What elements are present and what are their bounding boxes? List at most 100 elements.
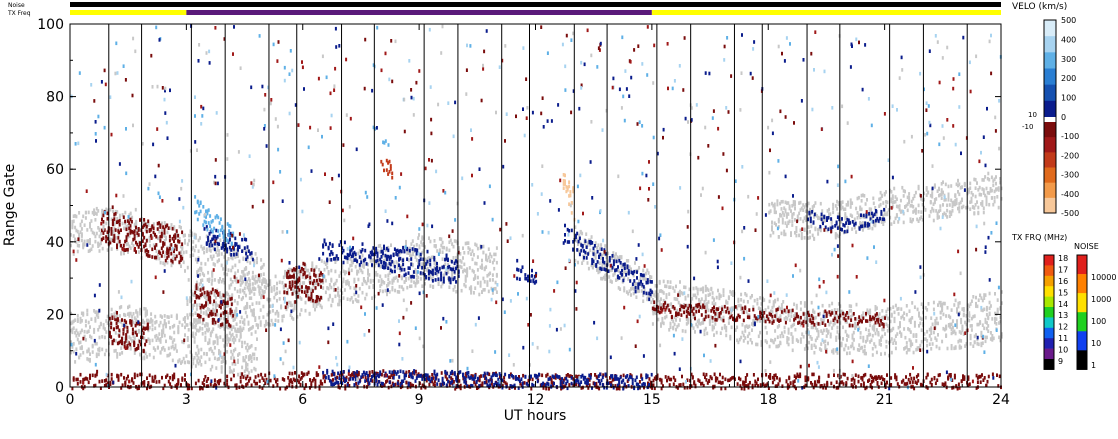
echo-cell bbox=[708, 322, 711, 326]
echo-cell bbox=[286, 288, 289, 292]
echo-cell bbox=[272, 384, 275, 388]
echo-cell bbox=[675, 284, 677, 289]
echo-cell bbox=[93, 208, 96, 212]
echo-cell bbox=[330, 285, 333, 290]
txfreq-segment-2 bbox=[651, 10, 1001, 15]
echo-cell bbox=[230, 268, 233, 273]
echo-cell bbox=[227, 303, 230, 308]
echo-cell bbox=[749, 338, 752, 342]
echo-cell bbox=[383, 383, 386, 387]
echo-cell bbox=[150, 319, 153, 324]
echo-cell bbox=[406, 285, 409, 290]
echo-cell bbox=[365, 281, 368, 286]
echo-cell bbox=[919, 316, 922, 320]
echo-cell bbox=[906, 208, 909, 213]
echo-cell bbox=[752, 319, 755, 323]
echo-cell bbox=[162, 323, 165, 328]
echo-cell bbox=[213, 318, 216, 322]
echo-cell bbox=[847, 346, 850, 350]
echo-cell bbox=[463, 262, 466, 267]
echo-cell bbox=[181, 359, 184, 364]
echo-cell bbox=[457, 264, 460, 269]
echo-cell bbox=[241, 372, 244, 376]
echo-cell bbox=[245, 346, 248, 350]
echo-cell bbox=[433, 271, 436, 276]
echo-cell bbox=[594, 256, 597, 260]
echo-cell bbox=[479, 280, 482, 285]
echo-cell bbox=[824, 343, 827, 348]
echo-cell bbox=[684, 285, 687, 290]
echo-cell bbox=[890, 197, 893, 202]
echo-cell bbox=[790, 231, 792, 235]
echo-cell bbox=[829, 212, 832, 216]
echo-cell bbox=[703, 303, 706, 307]
echo-cell bbox=[310, 384, 313, 388]
echo-cell bbox=[233, 312, 236, 317]
echo-cell bbox=[345, 255, 348, 260]
echo-cell bbox=[818, 227, 821, 231]
echo-cell bbox=[196, 358, 199, 362]
echo-cell bbox=[820, 317, 823, 322]
echo-cell bbox=[242, 326, 245, 331]
echo-cell bbox=[263, 277, 266, 282]
echo-cell bbox=[328, 283, 331, 287]
echo-cell bbox=[121, 221, 124, 226]
echo-cell bbox=[698, 321, 700, 325]
echo-cell bbox=[186, 265, 189, 270]
echo-cell bbox=[101, 347, 104, 352]
echo-cell bbox=[706, 331, 709, 336]
echo-cell bbox=[231, 332, 234, 337]
echo-cell bbox=[133, 236, 136, 241]
echo-cell bbox=[320, 295, 322, 300]
echo-cell bbox=[532, 279, 535, 284]
echo-cell bbox=[390, 384, 393, 389]
echo-cell bbox=[996, 195, 999, 199]
echo-cell bbox=[219, 277, 221, 281]
echo-cell bbox=[803, 236, 806, 240]
echo-cell bbox=[625, 259, 628, 263]
echo-cell bbox=[230, 369, 233, 373]
echo-cell bbox=[245, 237, 248, 242]
echo-cell bbox=[405, 370, 408, 375]
echo-cell bbox=[643, 276, 646, 281]
echo-cell bbox=[617, 269, 620, 273]
echo-cell bbox=[205, 209, 207, 214]
echo-cell bbox=[456, 260, 459, 264]
echo-cell bbox=[326, 286, 329, 290]
echo-cell bbox=[320, 271, 322, 275]
echo-cell bbox=[117, 227, 120, 231]
echo-cell bbox=[116, 210, 119, 214]
echo-cell bbox=[947, 323, 950, 327]
echo-cell bbox=[177, 382, 180, 386]
echo-cell bbox=[673, 297, 676, 301]
echo-cell bbox=[890, 190, 893, 194]
echo-cell bbox=[707, 293, 710, 297]
echo-cell bbox=[681, 329, 684, 333]
echo-cell bbox=[578, 252, 581, 257]
echo-cell bbox=[636, 270, 638, 274]
echo-cell bbox=[976, 181, 978, 185]
echo-cell bbox=[763, 319, 766, 323]
echo-cell bbox=[930, 326, 933, 330]
echo-cell bbox=[226, 343, 229, 347]
echo-cell bbox=[583, 241, 586, 245]
echo-cell bbox=[362, 265, 365, 269]
echo-cell bbox=[899, 330, 901, 335]
echo-cell bbox=[441, 257, 444, 261]
echo-cell bbox=[84, 319, 87, 323]
echo-cell bbox=[219, 238, 222, 242]
echo-cell bbox=[125, 241, 128, 246]
echo-cell bbox=[337, 291, 340, 295]
echo-cell bbox=[380, 260, 383, 265]
echo-cell bbox=[200, 292, 203, 296]
echo-cell bbox=[848, 308, 851, 313]
echo-cell bbox=[123, 251, 125, 256]
echo-cell bbox=[286, 304, 289, 309]
echo-cell bbox=[903, 327, 906, 331]
echo-cell bbox=[840, 309, 843, 314]
echo-cell bbox=[880, 322, 882, 326]
echo-cell bbox=[276, 291, 278, 295]
echo-cell bbox=[410, 275, 413, 279]
echo-cell bbox=[246, 249, 249, 253]
echo-cell bbox=[961, 307, 964, 311]
